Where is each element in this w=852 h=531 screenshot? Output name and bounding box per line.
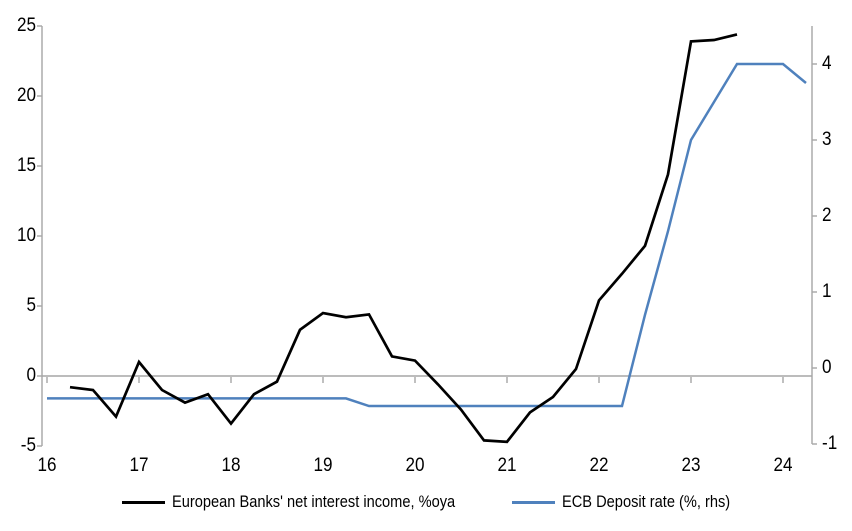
right-axis-tick-label: 2 bbox=[822, 205, 832, 226]
legend-swatch-net-interest-income bbox=[122, 501, 165, 504]
legend-label-ecb-deposit-rate: ECB Deposit rate (%, rhs) bbox=[562, 492, 731, 511]
left-axis-tick-label: 15 bbox=[16, 155, 36, 176]
net-interest-income-line bbox=[69, 33, 738, 444]
legend-label-net-interest-income: European Banks' net interest income, %oy… bbox=[172, 492, 456, 511]
right-axis-tick-label: 0 bbox=[822, 357, 832, 378]
x-axis-tick-label: 16 bbox=[37, 455, 57, 476]
right-axis-tick-label: 3 bbox=[822, 129, 832, 150]
ecb-deposit-rate-line bbox=[47, 62, 807, 408]
left-axis-tick-label: 20 bbox=[16, 85, 36, 106]
left-axis-tick-label: 25 bbox=[16, 15, 36, 36]
x-axis-tick-label: 20 bbox=[405, 455, 425, 476]
left-axis-tick-label: -5 bbox=[20, 435, 36, 456]
left-axis-tick-label: 0 bbox=[26, 365, 36, 386]
legend-swatch-ecb-deposit-rate bbox=[512, 501, 555, 504]
x-axis-tick-label: 17 bbox=[129, 455, 149, 476]
left-axis-tick-label: 5 bbox=[26, 295, 36, 316]
x-axis-tick-label: 24 bbox=[773, 455, 793, 476]
x-axis-tick-label: 22 bbox=[589, 455, 609, 476]
x-axis-tick-label: 19 bbox=[313, 455, 333, 476]
right-axis-tick-label: 1 bbox=[822, 281, 832, 302]
right-axis-tick-label: -1 bbox=[822, 433, 838, 454]
right-axis-tick-label: 4 bbox=[822, 53, 832, 74]
left-axis-tick-label: 10 bbox=[16, 225, 36, 246]
x-axis-tick-label: 21 bbox=[497, 455, 517, 476]
x-axis-tick-label: 18 bbox=[221, 455, 241, 476]
x-axis-tick-label: 23 bbox=[681, 455, 701, 476]
